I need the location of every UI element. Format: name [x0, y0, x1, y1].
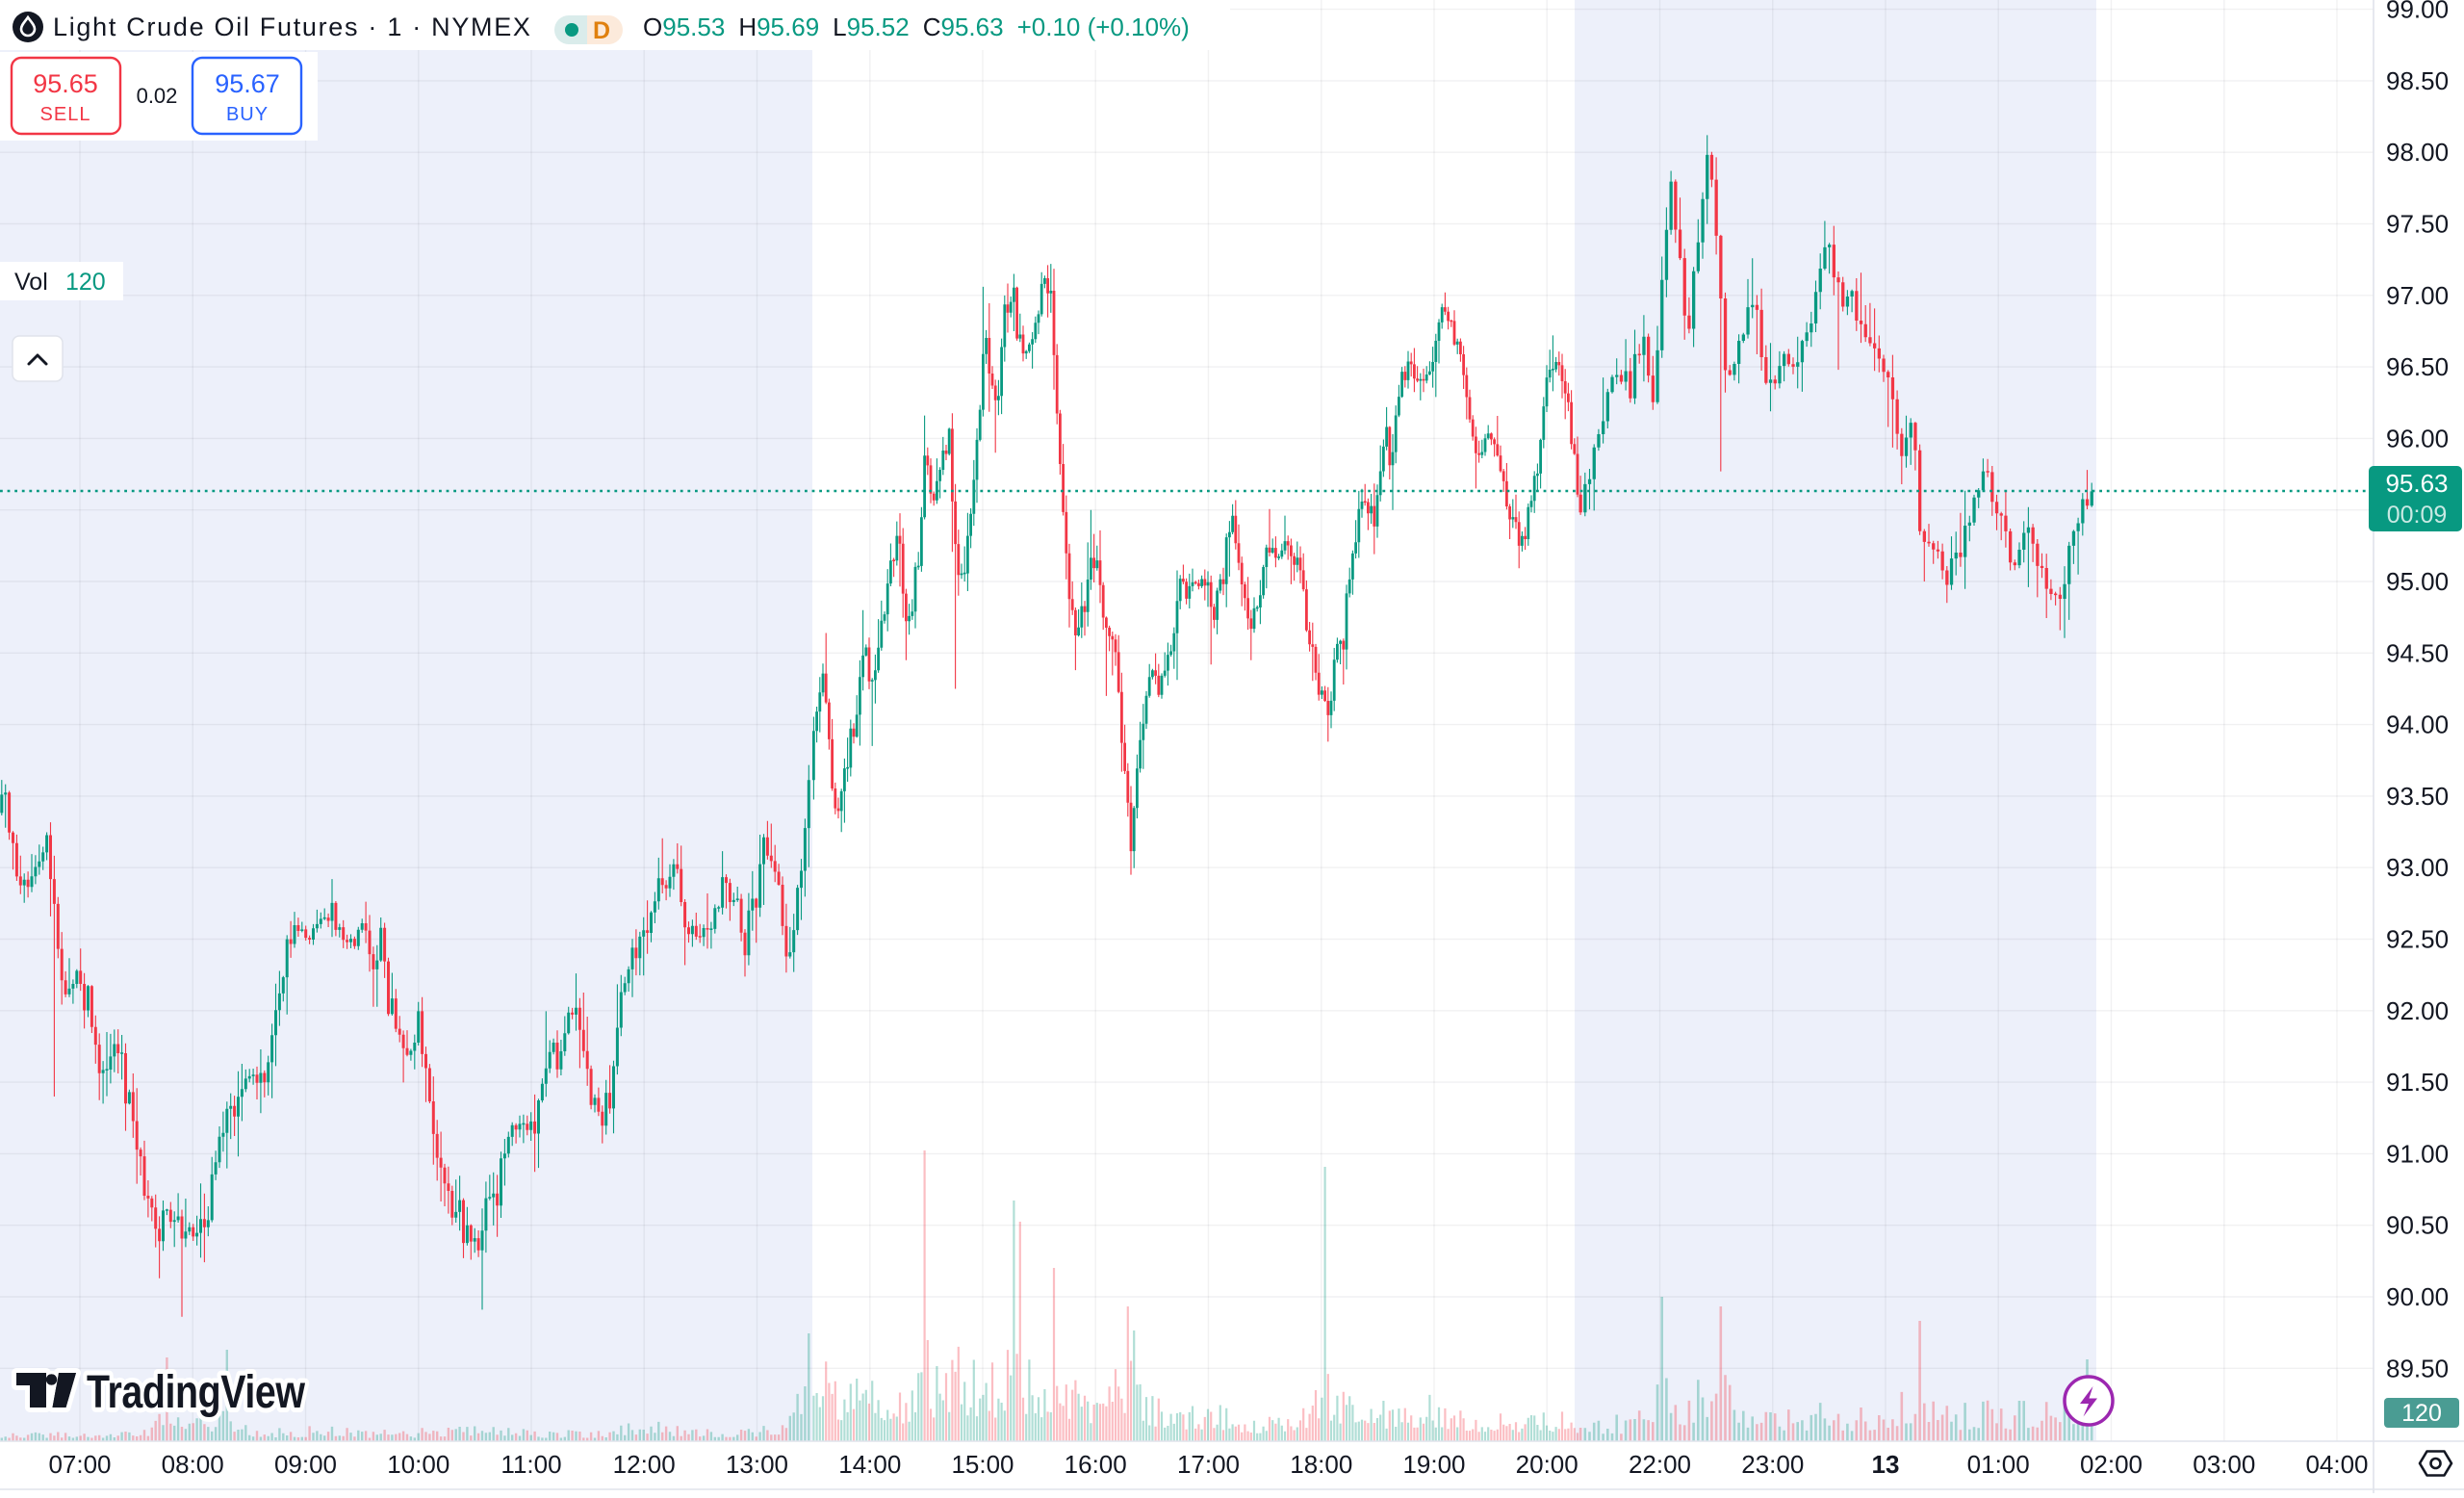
svg-text:01:00: 01:00: [1967, 1450, 2030, 1479]
svg-text:10:00: 10:00: [387, 1450, 449, 1479]
svg-text:16:00: 16:00: [1065, 1450, 1127, 1479]
svg-text:91.00: 91.00: [2386, 1139, 2449, 1168]
svg-text:95.67: 95.67: [215, 69, 280, 98]
svg-text:03:00: 03:00: [2193, 1450, 2255, 1479]
svg-text:120: 120: [65, 269, 106, 296]
svg-text:SELL: SELL: [40, 104, 91, 125]
svg-text:94.50: 94.50: [2386, 638, 2449, 667]
svg-text:96.00: 96.00: [2386, 424, 2449, 452]
svg-text:Vol: Vol: [14, 269, 48, 296]
svg-text:95.63: 95.63: [2385, 469, 2448, 498]
svg-text:18:00: 18:00: [1290, 1450, 1352, 1479]
svg-text:22:00: 22:00: [1629, 1450, 1691, 1479]
svg-text:19:00: 19:00: [1402, 1450, 1465, 1479]
svg-text:08:00: 08:00: [162, 1450, 224, 1479]
svg-text:02:00: 02:00: [2080, 1450, 2143, 1479]
svg-text:98.50: 98.50: [2386, 66, 2449, 95]
svg-text:D: D: [593, 17, 610, 44]
svg-text:00:09: 00:09: [2387, 502, 2448, 529]
svg-text:97.50: 97.50: [2386, 210, 2449, 239]
svg-text:12:00: 12:00: [613, 1450, 676, 1479]
svg-text:09:00: 09:00: [274, 1450, 337, 1479]
svg-text:89.50: 89.50: [2386, 1354, 2449, 1382]
svg-text:20:00: 20:00: [1516, 1450, 1578, 1479]
svg-text:17:00: 17:00: [1177, 1450, 1240, 1479]
svg-text:23:00: 23:00: [1741, 1450, 1804, 1479]
svg-text:97.00: 97.00: [2386, 281, 2449, 310]
svg-text:93.00: 93.00: [2386, 853, 2449, 882]
svg-text:11:00: 11:00: [500, 1450, 561, 1479]
svg-text:93.50: 93.50: [2386, 782, 2449, 811]
svg-text:98.00: 98.00: [2386, 138, 2449, 167]
svg-text:95.00: 95.00: [2386, 567, 2449, 596]
svg-text:120: 120: [2401, 1400, 2442, 1427]
svg-text:92.00: 92.00: [2386, 996, 2449, 1025]
svg-text:Light Crude Oil Futures · 1 ·: Light Crude Oil Futures · 1 · NYMEX: [53, 13, 532, 41]
svg-text:04:00: 04:00: [2305, 1450, 2368, 1479]
svg-text:96.50: 96.50: [2386, 352, 2449, 381]
svg-text:TradingView: TradingView: [87, 1366, 306, 1418]
svg-text:95.65: 95.65: [33, 69, 98, 98]
svg-text:0.02: 0.02: [137, 84, 178, 108]
svg-text:15:00: 15:00: [951, 1450, 1014, 1479]
svg-text:BUY: BUY: [226, 104, 269, 125]
svg-text:07:00: 07:00: [48, 1450, 111, 1479]
svg-text:90.50: 90.50: [2386, 1211, 2449, 1240]
svg-text:94.00: 94.00: [2386, 710, 2449, 739]
svg-text:91.50: 91.50: [2386, 1068, 2449, 1097]
svg-text:13: 13: [1872, 1450, 1900, 1479]
svg-text:90.00: 90.00: [2386, 1282, 2449, 1311]
svg-text:92.50: 92.50: [2386, 925, 2449, 954]
svg-text:99.00: 99.00: [2386, 0, 2449, 24]
svg-text:14:00: 14:00: [838, 1450, 901, 1479]
svg-text:13:00: 13:00: [726, 1450, 788, 1479]
